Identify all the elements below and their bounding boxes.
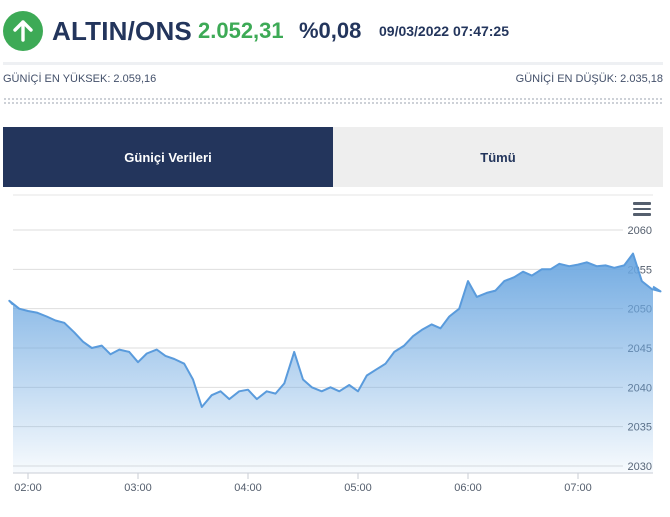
tab-all[interactable]: Tümü xyxy=(333,127,663,187)
price-line xyxy=(8,252,662,408)
y-tick-label: 2060 xyxy=(628,225,652,237)
daily-high-label: GÜNİÇİ EN YÜKSEK: 2.059,16 xyxy=(3,73,157,85)
arrow-up-icon xyxy=(3,11,43,51)
x-tick-label: 06:00 xyxy=(454,482,482,494)
percent-change: %0,08 xyxy=(299,18,362,43)
chart-tabs: Güniçi Verileri Tümü xyxy=(3,127,663,187)
dotted-divider xyxy=(3,97,663,105)
header-divider xyxy=(3,62,663,65)
current-price: 2.052,31 xyxy=(198,18,284,43)
last-update-datetime: 09/03/2022 07:47:25 xyxy=(379,23,509,39)
x-tick-label: 07:00 xyxy=(564,482,592,494)
x-tick-label: 02:00 xyxy=(14,482,42,494)
price-chart-svg: 206020552050204520402035203002:0003:0004… xyxy=(8,194,662,494)
instrument-header: ALTIN/ONS 2.052,31 %0,08 09/03/2022 07:4… xyxy=(0,0,670,64)
instrument-title: ALTIN/ONS xyxy=(52,16,192,46)
price-chart: 206020552050204520402035203002:0003:0004… xyxy=(0,190,670,517)
x-tick-label: 05:00 xyxy=(344,482,372,494)
tab-intraday[interactable]: Güniçi Verileri xyxy=(3,127,333,187)
price-area xyxy=(9,253,661,473)
x-tick-label: 04:00 xyxy=(234,482,262,494)
hamburger-menu-icon[interactable] xyxy=(633,202,651,216)
daily-low-label: GÜNİÇİ EN DÜŞÜK: 2.035,18 xyxy=(515,73,663,85)
daily-range: GÜNİÇİ EN YÜKSEK: 2.059,16 GÜNİÇİ EN DÜŞ… xyxy=(3,73,663,89)
x-tick-label: 03:00 xyxy=(124,482,152,494)
